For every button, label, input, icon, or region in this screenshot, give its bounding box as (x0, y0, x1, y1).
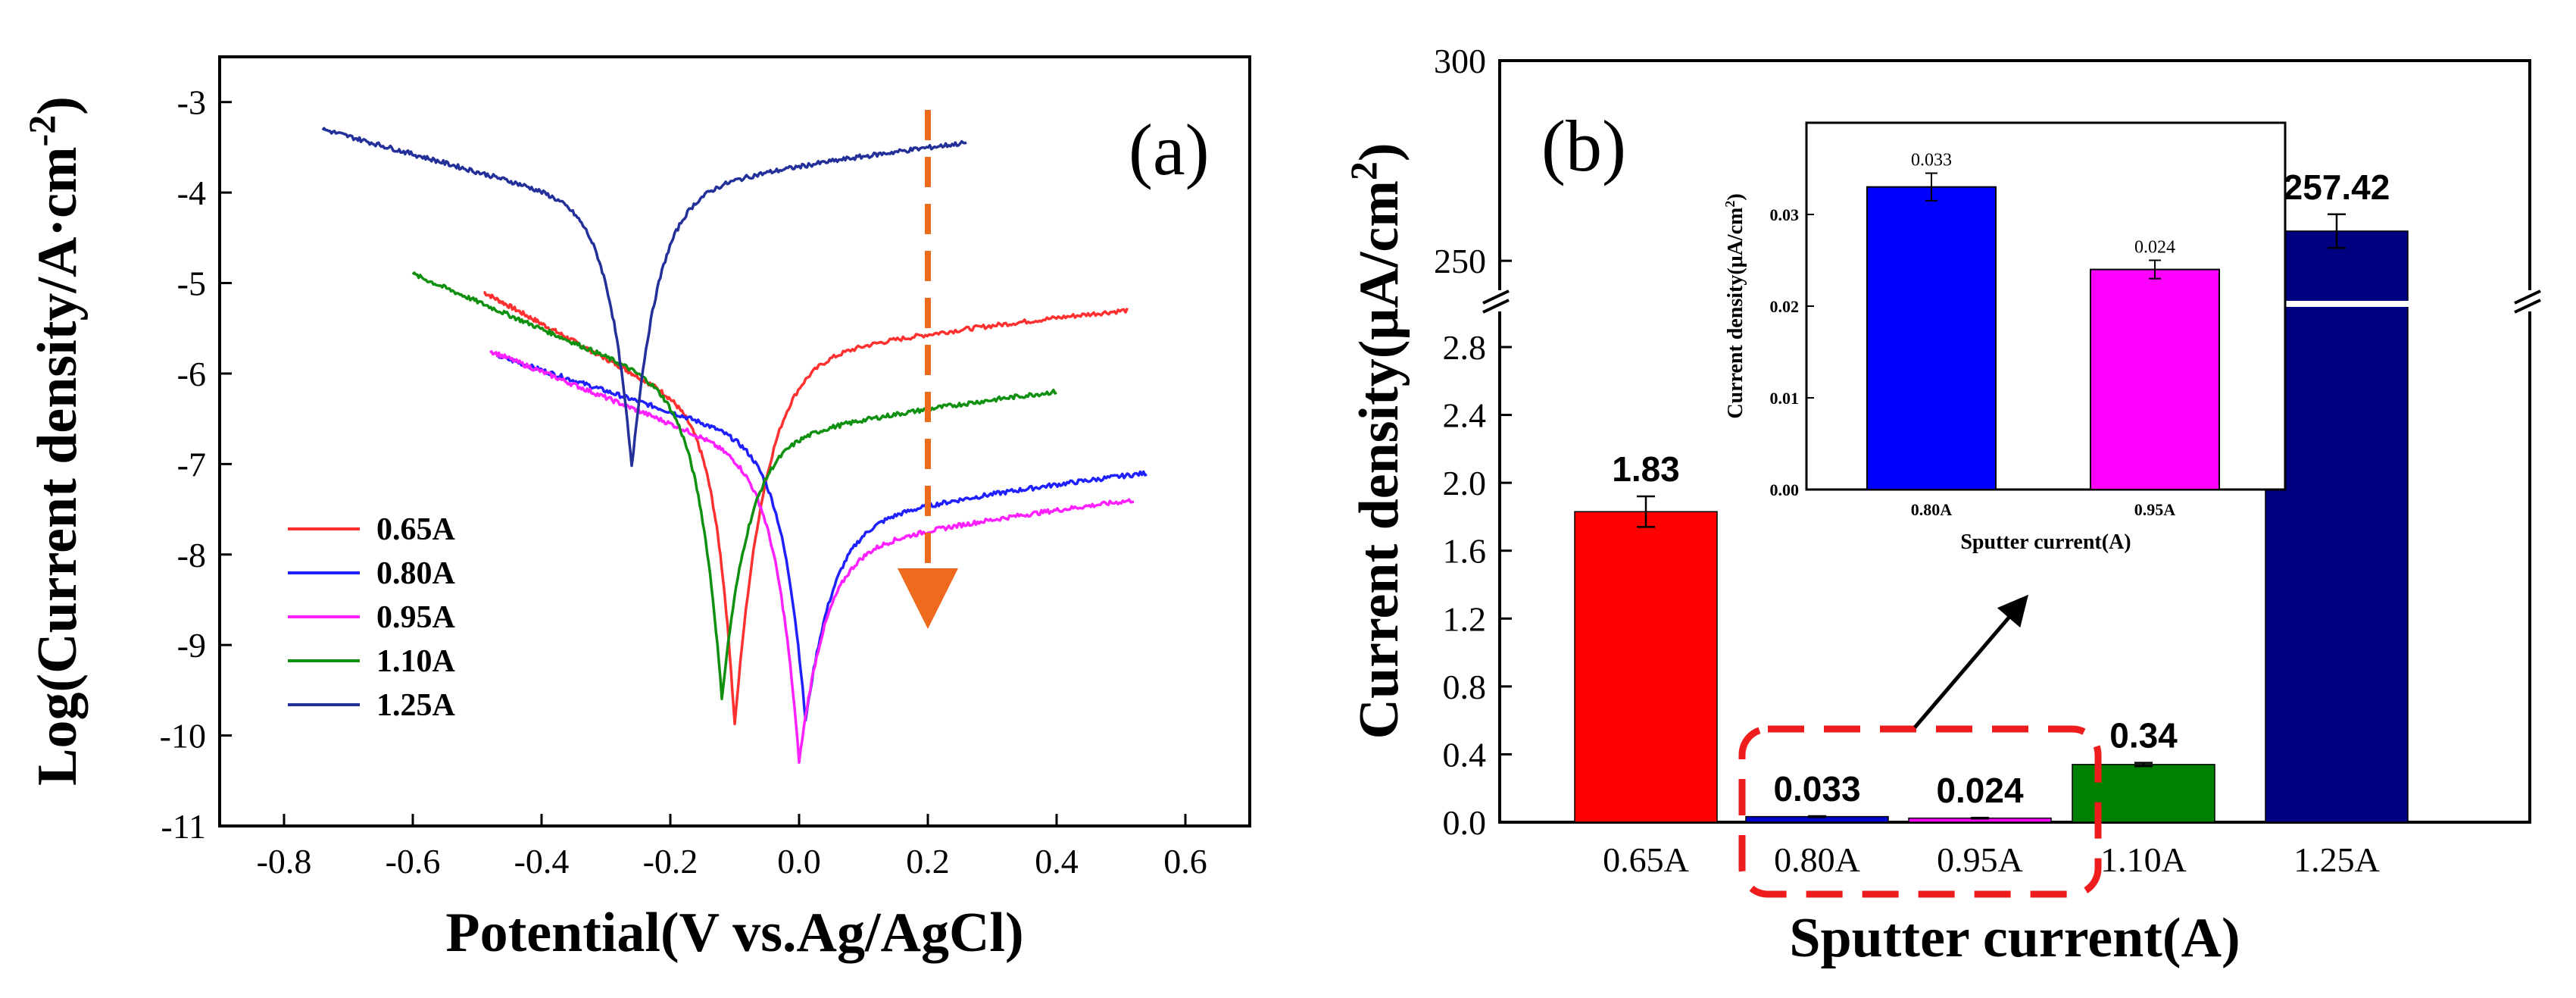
inset-y-ticks: 0.00 0.01 0.02 0.03 (1770, 205, 1814, 499)
x-tick-label: 0.2 (906, 842, 950, 881)
inset-bar-0.80A (1866, 186, 1997, 490)
y-tick-label: 2.8 (1443, 328, 1487, 367)
bar-value-label: 257.42 (2284, 167, 2390, 207)
y-tick-label: -9 (177, 626, 206, 665)
panel-b-x-axis-title: Sputter current(A) (1789, 907, 2240, 969)
bar-break-gap (2264, 301, 2409, 307)
y-tick-label: 0.8 (1443, 668, 1487, 706)
inset-y-tick-label: 0.03 (1770, 205, 1800, 224)
inset-y-axis-title: Current density(μA/cm2) (1722, 193, 1747, 418)
x-tick-label: 0.65A (1603, 840, 1689, 879)
bar-value-label: 0.34 (2109, 716, 2178, 756)
y-tick-label: 0.4 (1443, 735, 1487, 774)
y-tick-label: -5 (177, 264, 206, 303)
y-tick-label: 0.0 (1443, 803, 1487, 842)
x-tick-label: 0.95A (1937, 840, 2023, 879)
highlight-box (1738, 725, 2102, 898)
legend-label: 0.65A (376, 512, 456, 547)
legend-label: 1.25A (376, 688, 456, 723)
panel-b-label: (b) (1541, 105, 1626, 186)
y-tick-label: 2.0 (1443, 464, 1487, 502)
panel-b: 1.83 0.033 0.024 0.34 257.42 0.0 0.4 0.8 1.2 1.6… (1342, 42, 2541, 969)
y-tick-label: 250 (1434, 242, 1486, 280)
panel-a-x-ticks: -0.8 -0.6 -0.4 -0.2 0.0 0.2 0.4 0.6 (257, 814, 1207, 881)
inset-y-tick-label: 0.01 (1770, 389, 1800, 408)
panel-a: -0.8 -0.6 -0.4 -0.2 0.0 0.2 0.4 0.6 -3-4-5-6-7-… (20, 55, 1251, 964)
inset-chart: 0.033 0.024 0.00 0.01 0.02 0.03 0.80A 0.95A S… (1722, 121, 2287, 554)
panel-a-curves (321, 127, 1147, 764)
inset-bars: 0.033 0.024 (1866, 151, 2220, 490)
y-tick-label: -7 (177, 445, 206, 483)
inset-bar-value-label: 0.024 (2134, 238, 2175, 258)
panel-b-x-ticks: 0.65A 0.80A 0.95A 1.10A 1.25A (1603, 840, 2380, 879)
x-tick-label: -0.2 (643, 842, 698, 881)
y-tick-label: -3 (177, 83, 206, 122)
x-tick-label: -0.8 (257, 842, 312, 881)
inset-x-ticks: 0.80A 0.95A (1911, 500, 2176, 519)
panel-a-label: (a) (1129, 109, 1210, 190)
bar-value-label: 1.83 (1612, 449, 1680, 489)
panel-a-plot-frame (218, 55, 1251, 827)
x-tick-label: 0.80A (1774, 840, 1860, 879)
legend-label: 1.10A (376, 644, 456, 679)
x-tick-label: -0.4 (514, 842, 570, 881)
x-tick-label: 1.25A (2293, 840, 2380, 879)
legend-label: 0.80A (376, 556, 456, 591)
bar-value-label: 0.033 (1773, 769, 1860, 809)
y-tick-label: 1.2 (1443, 599, 1487, 638)
inset-bar-value-label: 0.033 (1911, 151, 1952, 171)
curve-1_25A (321, 127, 967, 468)
inset-x-tick-label: 0.95A (2134, 500, 2176, 519)
x-tick-label: 0.6 (1163, 842, 1207, 881)
x-tick-label: 0.4 (1035, 842, 1079, 881)
x-tick-label: 1.10A (2100, 840, 2187, 879)
axis-break (1482, 289, 2541, 314)
panel-a-legend: 0.65A 0.80A 0.95A 1.10A 1.25A (288, 512, 456, 723)
inset-x-tick-label: 0.80A (1911, 500, 1953, 519)
y-tick-label: -8 (177, 536, 206, 574)
y-tick-label: -10 (160, 717, 206, 756)
inset-y-tick-label: 0.02 (1770, 297, 1800, 316)
y-tick-label: 1.6 (1443, 532, 1487, 571)
bar-0.65A (1574, 511, 1718, 823)
panel-b-y-axis-title: Current density(μA/cm2) (1342, 143, 1410, 740)
curve-0_95A (489, 350, 1134, 764)
panel-a-y-axis-title: Log(Current density/A·cm-2) (20, 96, 89, 786)
y-tick-label: 2.4 (1443, 396, 1487, 435)
y-tick-label: -6 (177, 355, 206, 393)
panel-b-y-ticks: 0.0 0.4 0.8 1.2 1.6 2.0 2.4 2.8 250 300 (1434, 42, 1512, 842)
inset-pointer-arrow (1913, 594, 2029, 729)
curve-0_80A (496, 352, 1147, 722)
inset-y-tick-label: 0.00 (1770, 480, 1800, 499)
y-tick-label: -11 (161, 807, 206, 846)
panel-a-x-axis-title: Potential(V vs.Ag/AgCl) (445, 902, 1023, 964)
curve-1_10A (411, 271, 1057, 701)
legend-label: 0.95A (376, 600, 456, 635)
x-tick-label: 0.0 (777, 842, 821, 881)
panel-a-y-ticks: -3 -4 -5 -6 -7 -8 -9 -10 -11 (160, 83, 232, 846)
inset-x-axis-title: Sputter current(A) (1960, 530, 2131, 554)
x-tick-label: -0.6 (386, 842, 441, 881)
bar-1.10A (2072, 764, 2215, 823)
y-tick-label: -4 (177, 174, 206, 212)
bar-1.25A (2265, 230, 2409, 823)
bar-value-label: 0.024 (1936, 771, 2024, 810)
curve-0_65A (482, 290, 1129, 726)
inset-bar-0.95A (2090, 268, 2220, 490)
y-tick-label: 300 (1434, 42, 1486, 80)
